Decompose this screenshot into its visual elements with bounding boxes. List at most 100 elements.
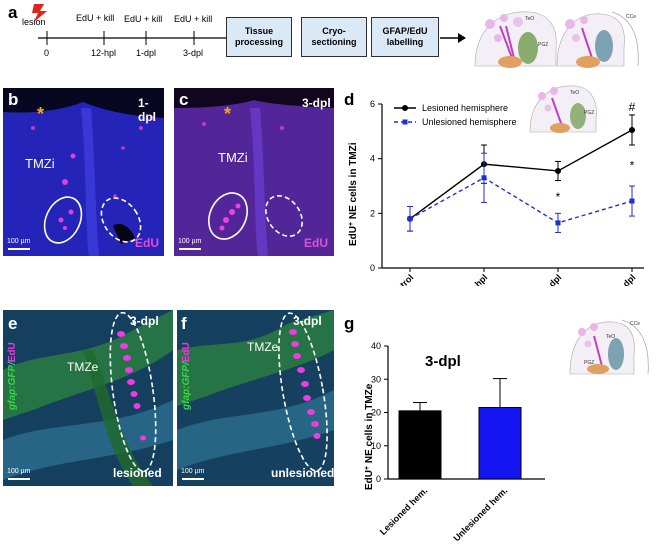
panel-d-letter: d bbox=[344, 90, 355, 109]
timeline-tick-2: 1-dpl bbox=[136, 48, 157, 58]
panel-b-letter: b bbox=[8, 90, 19, 109]
chart-g-ytick-label: 10 bbox=[371, 441, 381, 451]
timeline-axis bbox=[38, 31, 411, 45]
chart-d-ylabel: EdU+ NE cells in TMZi bbox=[348, 142, 360, 246]
schematic-g-teo: TeO bbox=[606, 334, 615, 340]
chart-d-legend-label: Unlesioned hemisphere bbox=[422, 117, 517, 127]
micrograph-b: 1-dpl TMZi EdU 100 µm * bbox=[3, 88, 164, 256]
micrograph-f-scalebar bbox=[182, 478, 204, 480]
timeline-treatment-2: EdU + kill bbox=[124, 14, 163, 24]
chart-d-axes: 0 2 4 6 control 12-hpl 1-dpl 3-dpl bbox=[370, 99, 644, 286]
chart-d-legend: Lesioned hemisphere Unlesioned hemisphere bbox=[394, 103, 517, 127]
line-chart: EdU+ NE cells in TMZi 0 2 4 6 control 12-hpl 1… bbox=[348, 99, 644, 286]
chart-g-ytick-label: 40 bbox=[371, 341, 381, 351]
panel-g-letter: g bbox=[344, 314, 355, 333]
micrograph-c-scale: 100 µm bbox=[178, 238, 202, 245]
micrograph-b-texture bbox=[3, 88, 164, 256]
chart-g-ytick-label: 20 bbox=[371, 408, 381, 418]
chart-d-point bbox=[629, 126, 635, 133]
brain-schematic-1: TeO PGZ bbox=[474, 11, 557, 68]
bar-chart: EdU+ NE cells in TMZe 3-dpl 0 10 20 30 40 Les… bbox=[364, 341, 545, 543]
brain-schematic-g: CCe TeO PGZ bbox=[569, 319, 649, 375]
chart-g-bars bbox=[398, 378, 522, 480]
chart-d-ytick-label: 6 bbox=[370, 99, 375, 109]
chart-d-point bbox=[407, 216, 413, 222]
chart-d-point bbox=[481, 175, 487, 181]
micrograph-f-time: 3-dpl bbox=[293, 314, 322, 328]
micrograph-f: 3-dpl TMZe unlesioned gfap:GFP/EdU 100 µ… bbox=[177, 310, 334, 486]
micrograph-f-scale: 100 µm bbox=[181, 468, 205, 475]
svg-text:CCe: CCe bbox=[626, 14, 636, 20]
chart-d-xtick-label: 12-hpl bbox=[464, 272, 490, 286]
micrograph-c: 3-dpl TMZi EdU 100 µm * bbox=[174, 88, 334, 256]
chart-d-significance: # bbox=[629, 100, 636, 114]
brain-schematic-d: TeO PGZ bbox=[529, 85, 597, 133]
chart-d-series: # * * bbox=[407, 100, 636, 233]
micrograph-b-stain: EdU bbox=[135, 236, 159, 250]
chart-d-series-line bbox=[409, 176, 633, 224]
timeline-treatment-1: EdU + kill bbox=[76, 13, 115, 23]
micrograph-c-region: TMZi bbox=[218, 150, 248, 165]
step-tissue-processing: Tissue processing bbox=[226, 17, 292, 57]
chart-d-significance: * bbox=[556, 190, 561, 204]
micrograph-f-condition: unlesioned bbox=[271, 466, 334, 480]
chart-d-point bbox=[629, 198, 635, 204]
micrograph-c-time: 3-dpl bbox=[302, 96, 331, 110]
schematic-g-cce: CCe bbox=[630, 321, 640, 327]
schematic-d-pgz: PGZ bbox=[584, 110, 594, 116]
chart-g-ytick-label: 30 bbox=[371, 374, 381, 384]
micrograph-c-asterisk: * bbox=[224, 104, 232, 124]
timeline-treatment-3: EdU + kill bbox=[174, 14, 213, 24]
timeline-tick-1: 12-hpl bbox=[91, 48, 117, 58]
micrograph-f-stain: gfap:GFP/EdU bbox=[181, 342, 192, 410]
schematic-d-teo: TeO bbox=[570, 90, 579, 96]
micrograph-e-stain: gfap:GFP/EdU bbox=[7, 342, 18, 410]
chart-d-ytick-label: 0 bbox=[370, 263, 375, 273]
chart-d-point bbox=[555, 167, 561, 174]
micrograph-e-time: 3-dpl bbox=[130, 314, 159, 328]
chart-g-title: 3-dpl bbox=[425, 353, 461, 370]
chart-d-significance: * bbox=[630, 159, 635, 173]
svg-text:TeO: TeO bbox=[525, 16, 534, 22]
panel-c-letter: c bbox=[179, 90, 189, 109]
micrograph-e-texture bbox=[3, 310, 173, 486]
chart-d-legend-marker bbox=[402, 119, 408, 125]
schematic-g-pgz: PGZ bbox=[584, 360, 594, 366]
panel-f-letter: f bbox=[181, 314, 187, 333]
micrograph-e-scale: 100 µm bbox=[7, 468, 31, 475]
micrograph-e-scalebar bbox=[8, 478, 30, 480]
arrow-right-icon bbox=[440, 33, 466, 43]
svg-text:PGZ: PGZ bbox=[538, 42, 548, 48]
micrograph-e: 3-dpl TMZe lesioned gfap:GFP/EdU 100 µm bbox=[3, 310, 173, 486]
chart-d-series-line bbox=[409, 129, 633, 220]
micrograph-f-texture bbox=[177, 310, 334, 486]
micrograph-c-scalebar bbox=[179, 248, 201, 250]
timeline-lesion-label: lesion bbox=[22, 17, 46, 27]
micrograph-c-texture bbox=[174, 88, 334, 256]
chart-d-xtick-label: 1-dpl bbox=[541, 272, 563, 286]
chart-d-legend-label: Lesioned hemisphere bbox=[422, 103, 508, 113]
timeline-tick-0: 0 bbox=[44, 48, 50, 58]
chart-g-bar bbox=[478, 407, 522, 480]
micrograph-c-stain: EdU bbox=[304, 236, 328, 250]
micrograph-f-region: TMZe bbox=[247, 340, 279, 354]
micrograph-e-region: TMZe bbox=[67, 360, 99, 374]
step-cryo-sectioning: Cryo-sectioning bbox=[301, 17, 367, 57]
timeline-tick-3: 3-dpl bbox=[183, 48, 204, 58]
chart-d-xtick-label: 3-dpl bbox=[615, 272, 637, 286]
chart-d-xtick-label: control bbox=[387, 272, 416, 286]
micrograph-e-condition: lesioned bbox=[113, 466, 162, 480]
micrograph-b-time: 1-dpl bbox=[138, 96, 156, 124]
chart-d-ytick-label: 4 bbox=[370, 154, 375, 164]
panel-e-letter: e bbox=[8, 314, 18, 333]
chart-d-ytick-label: 2 bbox=[370, 208, 375, 218]
chart-g-xtick-label: Lesioned hem. bbox=[378, 485, 430, 537]
chart-g-ylabel: EdU+ NE cells in TMZe bbox=[364, 383, 376, 490]
panel-a-letter: a bbox=[8, 3, 18, 22]
micrograph-b-scalebar bbox=[8, 248, 30, 250]
micrograph-b-region: TMZi bbox=[25, 156, 55, 171]
chart-d-point bbox=[555, 220, 561, 226]
chart-g-xtick-label: Unlesioned hem. bbox=[451, 485, 509, 543]
chart-g-bar bbox=[398, 410, 442, 480]
lightning-icon bbox=[32, 4, 47, 22]
